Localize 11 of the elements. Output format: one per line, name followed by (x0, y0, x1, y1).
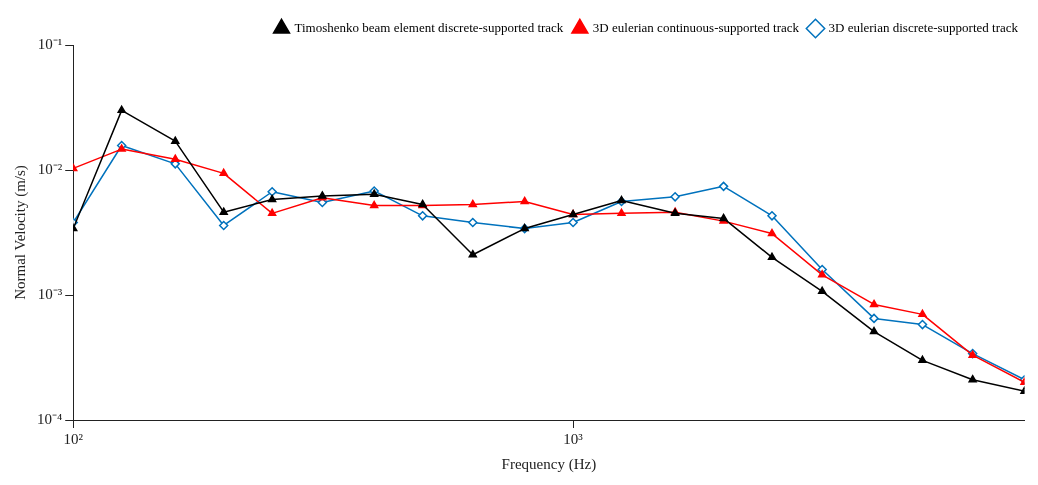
y-axis-title: Normal Velocity (m/s) (11, 165, 29, 300)
x-tick-label: 10² (63, 430, 84, 447)
legend-label: 3D eulerian continuous-supported track (592, 19, 800, 35)
y-tick-label: 10⁻⁴ (37, 410, 63, 427)
y-tick-label: 10⁻¹ (37, 35, 63, 52)
x-tick-label: 10³ (563, 430, 584, 447)
legend-label: 3D eulerian discrete-supported track (828, 19, 1019, 35)
y-tick-label: 10⁻² (37, 160, 63, 177)
y-tick-label: 10⁻³ (37, 285, 63, 302)
legend-label: Timoshenko beam element discrete-supported track (294, 19, 564, 35)
x-axis-title: Frequency (Hz) (501, 455, 597, 473)
